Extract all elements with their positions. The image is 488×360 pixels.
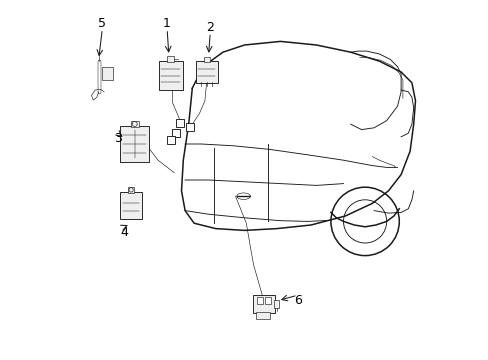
FancyBboxPatch shape [185, 123, 193, 131]
FancyBboxPatch shape [159, 62, 182, 90]
FancyBboxPatch shape [203, 57, 209, 63]
FancyBboxPatch shape [175, 119, 183, 127]
FancyBboxPatch shape [274, 300, 278, 308]
FancyBboxPatch shape [256, 312, 269, 319]
FancyBboxPatch shape [264, 297, 270, 304]
Text: 4: 4 [120, 226, 127, 239]
FancyBboxPatch shape [102, 67, 113, 80]
FancyBboxPatch shape [120, 192, 142, 219]
FancyBboxPatch shape [253, 295, 275, 313]
FancyBboxPatch shape [172, 129, 180, 137]
Text: 2: 2 [206, 21, 214, 33]
FancyBboxPatch shape [120, 126, 149, 162]
FancyBboxPatch shape [128, 187, 134, 193]
FancyBboxPatch shape [195, 61, 218, 83]
FancyBboxPatch shape [256, 297, 263, 304]
Text: 1: 1 [163, 17, 171, 30]
Text: 3: 3 [114, 132, 122, 145]
Text: 5: 5 [98, 17, 106, 30]
FancyBboxPatch shape [166, 136, 174, 144]
Text: 6: 6 [293, 294, 301, 307]
FancyBboxPatch shape [130, 121, 139, 127]
FancyBboxPatch shape [167, 56, 174, 63]
